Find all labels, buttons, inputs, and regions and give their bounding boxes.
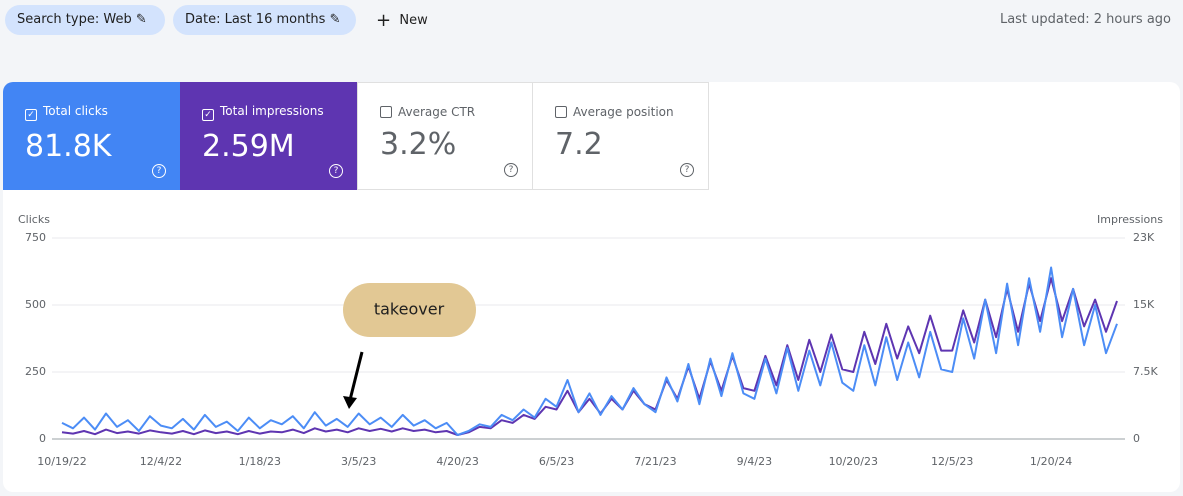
checkbox [555, 106, 567, 118]
metric-value: 2.59M [202, 129, 295, 164]
y2-tick-label: 0 [1133, 432, 1140, 445]
checkbox: ✓ [202, 109, 214, 121]
chip[interactable]: Date: Last 16 months ✎ [173, 5, 356, 35]
x-tick-label: 6/5/23 [539, 455, 574, 468]
metric-tile[interactable]: Average CTR 3.2%? [357, 82, 533, 190]
y2-tick-label: 23K [1133, 231, 1155, 244]
help-icon: ? [504, 163, 518, 177]
chip-label: Search type: Web [17, 12, 132, 27]
metric-label: Total impressions [220, 104, 324, 118]
x-tick-label: 4/20/23 [436, 455, 478, 468]
x-tick-label: 3/5/23 [341, 455, 376, 468]
y2-axis-label: Impressions [1097, 213, 1163, 226]
y2-tick-label: 7.5K [1133, 365, 1158, 378]
x-tick-label: 12/5/23 [931, 455, 973, 468]
x-tick-label: 7/21/23 [634, 455, 676, 468]
metric-tile[interactable]: ✓ Total impressions 2.59M? [180, 82, 357, 190]
annotation-bubble [343, 283, 476, 337]
x-tick-label: 10/19/22 [37, 455, 86, 468]
metric-tile[interactable]: Average position 7.2? [532, 82, 709, 190]
series-line [61, 277, 1118, 436]
metric-label: Average CTR [398, 105, 476, 119]
chip-label: Date: Last 16 months [185, 12, 326, 27]
annotation: takeover [374, 300, 445, 319]
metric-tile[interactable]: ✓ Total clicks 81.8K? [3, 82, 180, 190]
metric-label: Average position [573, 105, 674, 119]
metric-value: 7.2 [555, 127, 603, 162]
metric-value: 81.8K [25, 129, 112, 164]
help-icon: ? [329, 164, 343, 178]
new-button[interactable]: + New [376, 10, 428, 31]
x-tick-label: 10/20/23 [829, 455, 878, 468]
y-tick-label: 500 [25, 298, 46, 311]
y-tick-label: 250 [25, 365, 46, 378]
checkbox: ✓ [25, 109, 37, 121]
new-label: New [399, 13, 428, 28]
x-tick-label: 12/4/22 [140, 455, 182, 468]
series-line [61, 266, 1118, 436]
x-tick-label: 1/18/23 [239, 455, 281, 468]
x-tick-label: 1/20/24 [1030, 455, 1072, 468]
help-icon: ? [152, 164, 166, 178]
help-icon: ? [680, 163, 694, 177]
y-tick-label: 0 [39, 432, 46, 445]
metric-value: 3.2% [380, 127, 457, 162]
last-updated: Last updated: 2 hours ago [999, 12, 1171, 27]
checkbox [380, 106, 392, 118]
y2-tick-label: 15K [1133, 298, 1155, 311]
y-tick-label: 750 [25, 231, 46, 244]
arrow-head [343, 396, 357, 409]
annotation-arrow [348, 351, 364, 401]
x-tick-label: 9/4/23 [737, 455, 772, 468]
y-axis-label: Clicks [18, 213, 50, 226]
chip[interactable]: Search type: Web ✎ [5, 5, 165, 35]
metric-label: Total clicks [43, 104, 108, 118]
